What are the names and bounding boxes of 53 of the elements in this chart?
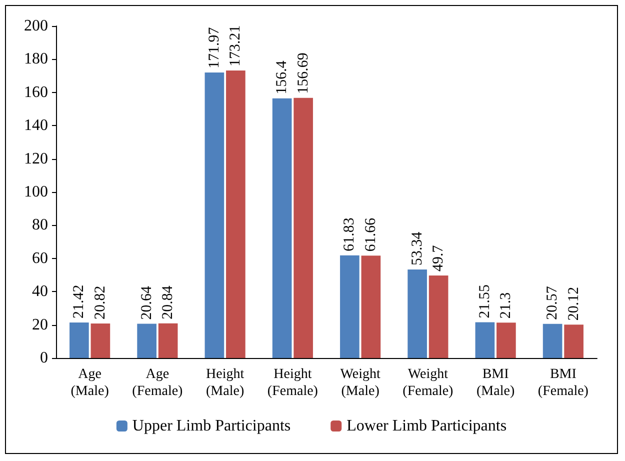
y-tick-label: 80 bbox=[32, 216, 48, 234]
bar bbox=[294, 98, 313, 358]
y-tick-label: 0 bbox=[40, 350, 48, 366]
data-label: 20.57 bbox=[544, 286, 561, 320]
y-tick-label: 40 bbox=[32, 283, 48, 300]
data-label: 61.66 bbox=[362, 217, 379, 252]
x-tick-label: Height (Male) bbox=[206, 367, 244, 399]
x-tick-label: Height (Female) bbox=[267, 367, 318, 399]
y-tick-label: 160 bbox=[24, 84, 48, 101]
data-label: 20.84 bbox=[160, 285, 176, 320]
y-tick-label: 60 bbox=[32, 250, 48, 267]
data-label: 173.21 bbox=[228, 25, 244, 66]
y-tick-label: 200 bbox=[24, 18, 48, 34]
bar bbox=[542, 324, 562, 358]
bar bbox=[226, 70, 246, 358]
legend-label: Lower Limb Participants bbox=[346, 418, 507, 434]
y-tick-label: 140 bbox=[24, 117, 48, 134]
x-tick-label: Age (Male) bbox=[70, 367, 110, 399]
bar bbox=[90, 323, 110, 358]
data-label: 156.4 bbox=[274, 60, 290, 94]
data-label: 171.97 bbox=[206, 26, 222, 69]
bar bbox=[564, 324, 584, 358]
bar bbox=[496, 322, 516, 358]
legend-label: Upper Limb Participants bbox=[132, 418, 291, 434]
bar bbox=[70, 322, 89, 358]
data-label: 20.12 bbox=[566, 286, 582, 321]
y-tick-label: 100 bbox=[24, 184, 48, 200]
data-label: 20.64 bbox=[138, 285, 155, 320]
y-tick-label: 180 bbox=[24, 50, 48, 68]
data-label: 21.55 bbox=[476, 284, 493, 318]
x-tick-label: BMI (Male) bbox=[476, 367, 515, 399]
bar bbox=[361, 256, 381, 358]
bar bbox=[475, 322, 495, 358]
x-tick-label: Age (Female) bbox=[132, 367, 184, 399]
bar bbox=[340, 255, 360, 358]
data-label: 49.7 bbox=[430, 244, 447, 272]
bar bbox=[137, 324, 156, 358]
data-label: 61.83 bbox=[342, 218, 358, 252]
bar bbox=[158, 323, 178, 358]
y-tick-label: 20 bbox=[32, 316, 48, 334]
data-label: 53.34 bbox=[409, 231, 426, 266]
data-label: 21.3 bbox=[498, 292, 514, 319]
data-label: 21.42 bbox=[71, 284, 88, 318]
bar bbox=[272, 98, 292, 358]
x-tick-label: Weight (Female) bbox=[402, 367, 454, 399]
x-tick-label: BMI (Female) bbox=[538, 367, 589, 399]
data-label: 156.69 bbox=[295, 52, 312, 94]
bar bbox=[204, 72, 224, 358]
data-label: 20.82 bbox=[92, 286, 108, 320]
y-tick-label: 120 bbox=[24, 150, 48, 168]
x-tick-label: Weight (Male) bbox=[340, 367, 380, 399]
bar bbox=[428, 276, 448, 358]
bar bbox=[408, 269, 427, 358]
